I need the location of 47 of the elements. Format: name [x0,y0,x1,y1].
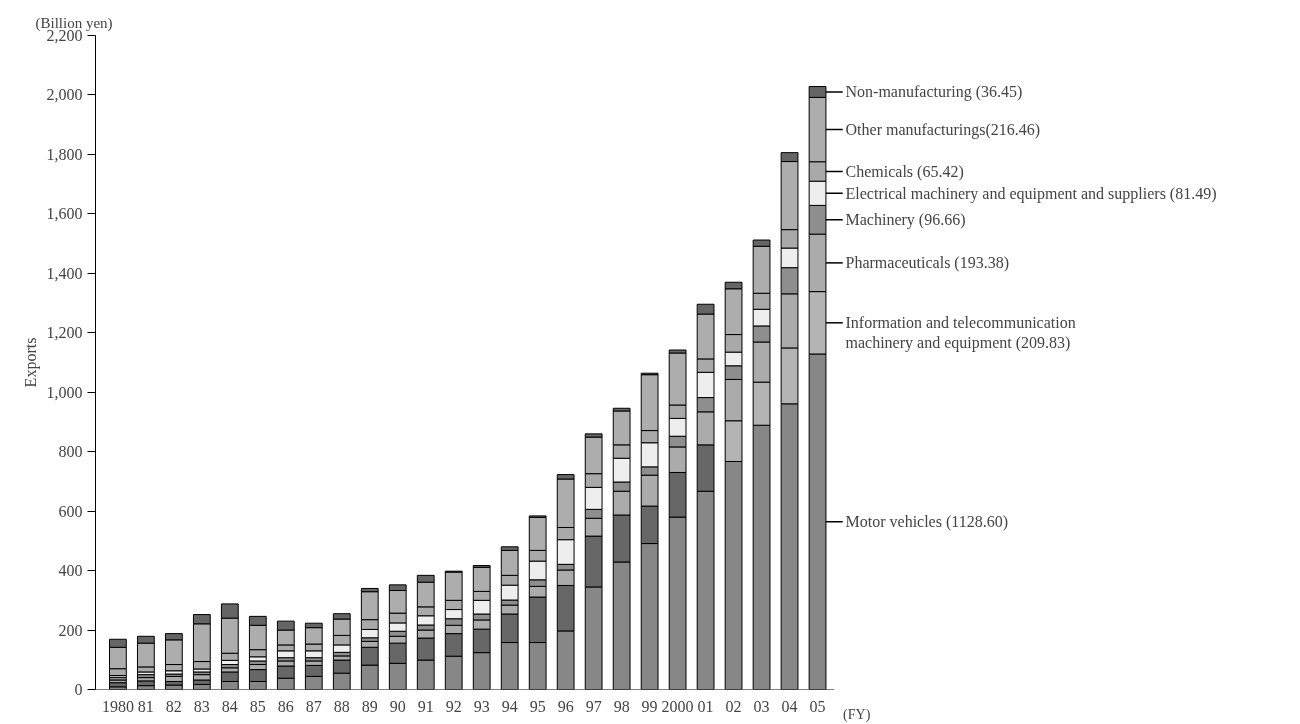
x-tick-label: 85 [249,697,266,715]
x-tick-label: 04 [781,697,798,715]
y-tick-label: 1,800 [46,145,83,163]
x-axis-title: (FY) [843,706,871,723]
x-tick-label: 89 [361,697,378,715]
legend-label: Non-manufacturing (36.45) [845,83,1023,102]
x-tick-label: 95 [529,697,546,715]
legend-label: Other manufacturings(216.46) [845,121,1041,140]
x-tick-label: 05 [809,697,826,715]
x-tick-label: 84 [221,697,238,715]
x-tick-label: 90 [389,697,406,715]
y-tick-label: 200 [58,621,83,639]
legend-label: Pharmaceuticals (193.38) [845,254,1010,273]
legend-label: Electrical machinery and equipment and suppliers (81.49) [845,184,1217,203]
y-axis-title: Exports [21,337,40,388]
x-tick-label: 03 [753,697,770,715]
legend-label: Chemicals (65.42) [845,162,964,181]
x-tick-label: 02 [725,697,742,715]
x-tick-label: 01 [697,697,714,715]
y-tick-label: 600 [58,502,83,520]
y-tick-label: 0 [74,681,83,698]
x-tick-label: 86 [277,697,294,715]
x-tick-label: 81 [137,697,154,715]
x-tick-label: 98 [613,697,630,715]
y-tick-label: 800 [58,443,83,461]
x-tick-label: 1980 [101,697,134,715]
x-tick-label: 99 [641,697,658,715]
y-tick-label: 2,000 [46,86,83,104]
x-tick-label: 87 [305,697,322,715]
legend-label: Machinery (96.66) [845,211,966,230]
x-tick-label: 82 [165,697,182,715]
y-tick-label: 1,000 [46,383,83,401]
x-tick-label: 91 [417,697,434,715]
x-tick-label: 92 [445,697,462,715]
x-tick-label: 96 [557,697,574,715]
y-tick-label: 400 [58,562,83,580]
legend-label: Motor vehicles (1128.60) [845,513,1009,532]
x-tick-label: 83 [193,697,210,715]
y-tick-label: 1,600 [46,205,83,223]
x-tick-label: 97 [585,697,602,715]
y-tick-label: 1,400 [46,264,83,282]
x-tick-label: 94 [501,697,518,715]
x-tick-label: 93 [473,697,490,715]
legend-label: Information and telecommunication machinery and equipment (209.83) [845,313,1076,353]
x-tick-label: 2000 [661,697,694,715]
y-tick-label: 1,200 [46,324,83,342]
x-tick-label: 88 [333,697,350,715]
